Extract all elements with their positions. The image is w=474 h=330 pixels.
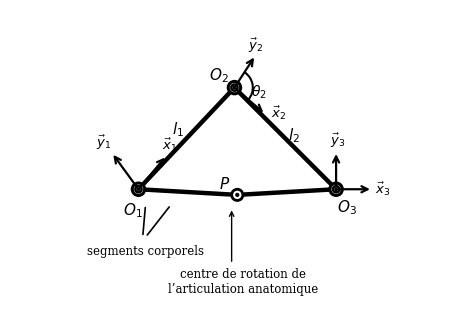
Text: $\vec{y}_1$: $\vec{y}_1$ — [96, 133, 111, 152]
Text: $l_1$: $l_1$ — [172, 120, 184, 139]
Text: $\vec{x}_1$: $\vec{x}_1$ — [162, 137, 177, 154]
Text: $\vec{y}_3$: $\vec{y}_3$ — [330, 132, 345, 150]
Text: $O_2$: $O_2$ — [209, 66, 229, 85]
Text: $O_1$: $O_1$ — [123, 201, 143, 220]
Text: $\vec{x}_3$: $\vec{x}_3$ — [375, 181, 391, 198]
Text: $\vec{x}_2$: $\vec{x}_2$ — [271, 104, 286, 122]
Text: $P$: $P$ — [219, 176, 230, 192]
Text: $O_3$: $O_3$ — [337, 198, 357, 217]
Circle shape — [236, 193, 239, 196]
Text: centre de rotation de
l’articulation anatomique: centre de rotation de l’articulation ana… — [168, 268, 318, 296]
Text: $l_2$: $l_2$ — [288, 126, 300, 145]
Circle shape — [330, 183, 342, 195]
Circle shape — [233, 86, 236, 89]
Text: $\vec{y}_2$: $\vec{y}_2$ — [248, 37, 263, 55]
Text: segments corporels: segments corporels — [87, 245, 204, 258]
Circle shape — [228, 82, 241, 94]
Circle shape — [232, 189, 243, 200]
Circle shape — [137, 188, 139, 190]
Text: $\theta_2$: $\theta_2$ — [251, 84, 266, 101]
Circle shape — [132, 183, 145, 195]
Circle shape — [335, 188, 337, 190]
